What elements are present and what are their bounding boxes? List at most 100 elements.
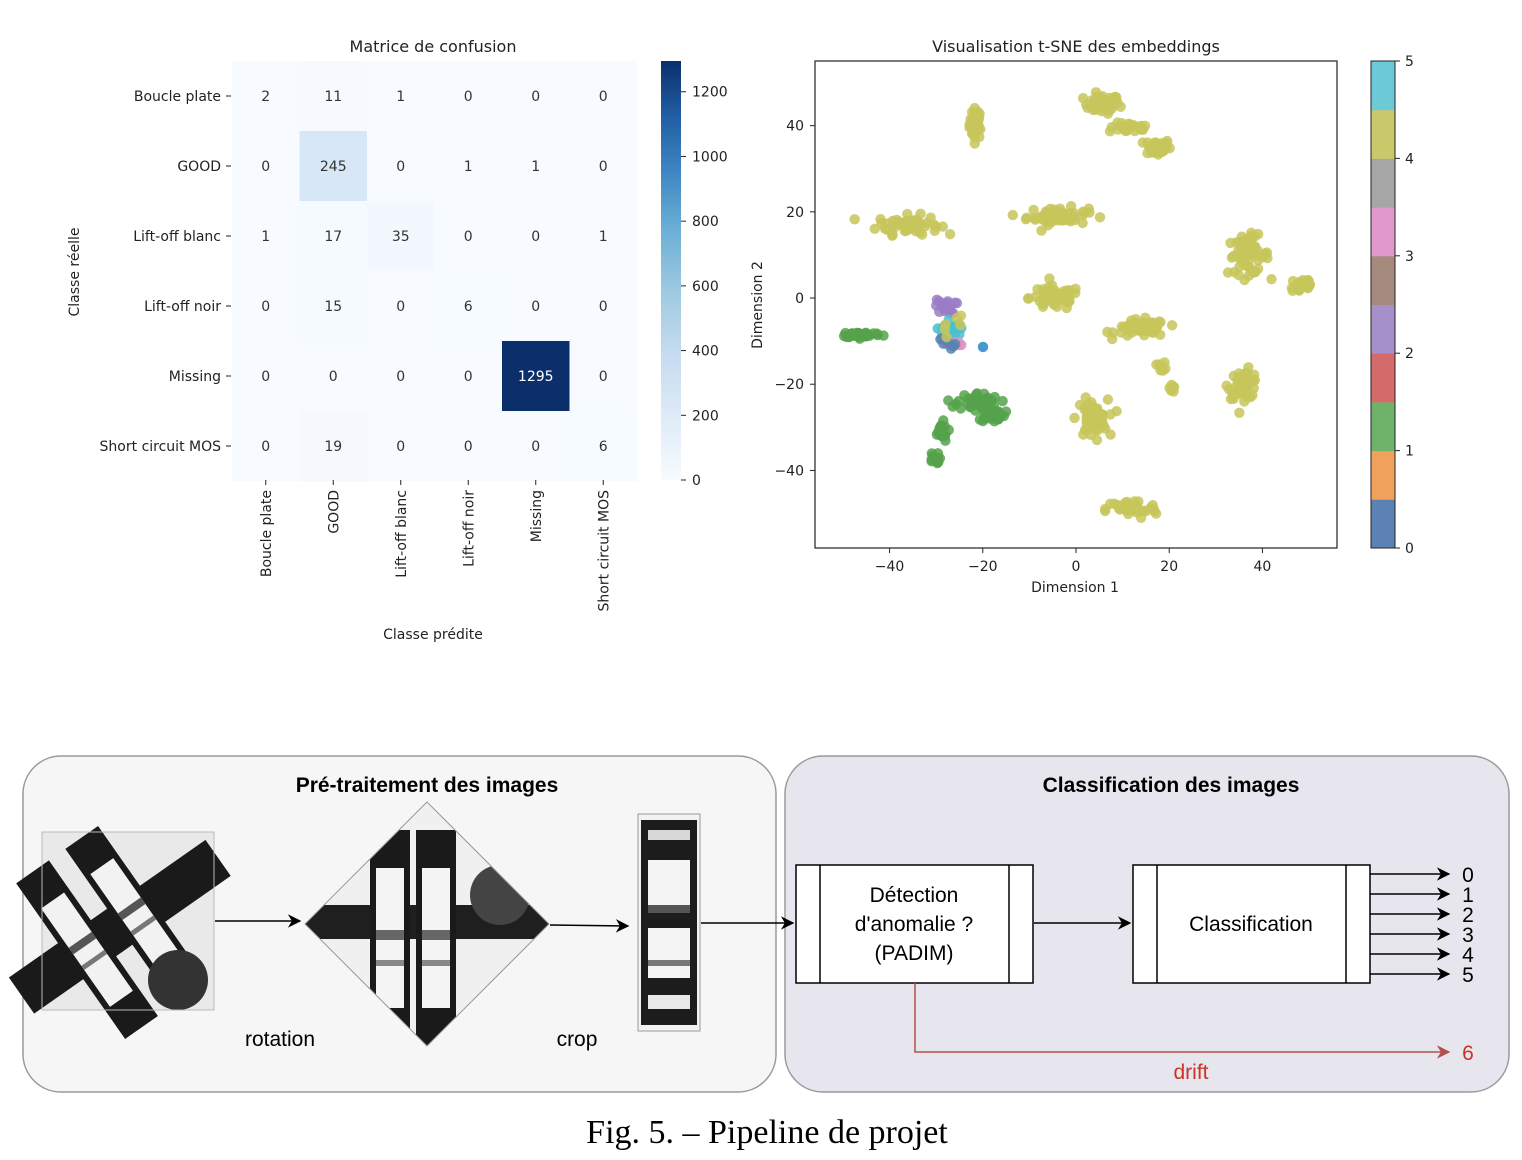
cropped-chip-image [637, 813, 701, 1032]
tsne-point [875, 214, 886, 225]
heatmap-colorbar-ticks: 0 200 400 600 800 1000 1200 [681, 85, 728, 489]
heatmap-cell-value: 0 [531, 299, 540, 315]
tsne-point [944, 306, 955, 318]
heatmap-col-labels: Boucle plate GOOD Lift-off blanc Lift-off n… [259, 480, 612, 611]
heatmap-cells: 2 11 1 0 0 00 245 0 1 1 01 17 35 0 0 10 15 0 6 0 00 0 0 0 1295 00… [232, 61, 638, 482]
tsne-point [936, 420, 947, 431]
heatmap-cell-value: 1 [261, 229, 270, 245]
heatmap-cell [434, 271, 503, 342]
tsne-point [914, 226, 925, 238]
heatmap-cell [569, 201, 638, 272]
tsne-point [1252, 255, 1264, 266]
heatmap-cell-value: 245 [320, 159, 347, 175]
tsne-y-tick-label: 0 [795, 291, 804, 307]
tsne-x-tick-label: −20 [968, 559, 998, 575]
tsne-point [1007, 209, 1018, 221]
tsne-point [915, 208, 926, 219]
heatmap-colorbar [661, 61, 681, 480]
heatmap-cell-value: 0 [396, 439, 405, 455]
tsne-point [940, 319, 951, 330]
tsne-point [964, 118, 975, 130]
tsne-point [934, 306, 945, 317]
heatmap-cell [299, 271, 368, 342]
tsne-point [1118, 121, 1129, 132]
tsne-colorbar-bin [1371, 61, 1395, 111]
tsne-colorbar-bin [1371, 158, 1395, 208]
rotated-chip-image [304, 801, 550, 1047]
tsne-point [1153, 141, 1165, 152]
tsne-point [940, 435, 951, 446]
drift-output-label: 6 [1462, 1042, 1474, 1065]
tsne-points [838, 87, 1316, 523]
heatmap-cell-value: 0 [531, 229, 540, 245]
tsne-colorbar-ticks: 0 1 2 3 4 5 [1395, 54, 1414, 557]
heatmap-cell [367, 201, 435, 272]
heatmap-cell [569, 61, 638, 132]
tsne-point [1261, 247, 1273, 258]
heatmap-cell [434, 201, 503, 272]
tsne-point [1091, 91, 1102, 103]
tsne-point [1084, 423, 1095, 434]
tsne-point [1097, 415, 1108, 427]
tsne-point [1137, 318, 1149, 329]
heatmap-cell-value: 1 [599, 229, 608, 245]
heatmap-colorbar-tick-label: 400 [692, 344, 719, 360]
original-chip-image [8, 825, 231, 1039]
heatmap-cell [502, 61, 570, 132]
tsne-colorbar-bin [1371, 109, 1395, 159]
heatmap-cell [434, 61, 503, 132]
heatmap-col-label: Missing [529, 490, 545, 542]
heatmap-cell-value: 0 [261, 369, 270, 385]
heatmap-cell [299, 61, 368, 132]
heatmap-cell [434, 131, 503, 202]
heatmap-cell-value: 15 [324, 299, 342, 315]
heatmap-colorbar-tick-label: 1200 [692, 85, 728, 101]
heatmap-cell [232, 271, 300, 342]
heatmap-cell-value: 0 [464, 369, 473, 385]
heatmap-cell [502, 201, 570, 272]
heatmap-cell [232, 341, 300, 412]
heatmap-cell-value: 0 [261, 159, 270, 175]
tsne-point [1095, 101, 1106, 112]
heatmap-row-label: Lift-off noir [144, 299, 221, 315]
tsne-point [1102, 394, 1114, 405]
tsne-point [966, 106, 978, 118]
tsne-x-ticks: −40 −20 0 20 40 [875, 548, 1271, 575]
tsne-point [1146, 147, 1157, 158]
heatmap-cell-value: 0 [599, 369, 608, 385]
classification-process-box: Classification [1132, 864, 1371, 984]
tsne-x-tick-label: 0 [1072, 559, 1081, 575]
heatmap-cell [367, 271, 435, 342]
classification-box-label: Classification [1189, 913, 1313, 936]
tsne-point [1079, 404, 1090, 415]
tsne-point [1166, 320, 1178, 331]
heatmap-cell-value: 0 [329, 369, 338, 385]
heatmap-cell-value: 0 [396, 299, 405, 315]
heatmap-cell [299, 411, 368, 482]
tsne-point [1070, 287, 1081, 299]
heatmap-col-label: GOOD [326, 490, 342, 534]
tsne-point [1113, 503, 1125, 514]
tsne-colorbar-tick-label: 2 [1405, 346, 1414, 362]
heatmap-cell [502, 271, 570, 342]
heatmap-colorbar-tick-label: 600 [692, 279, 719, 295]
tsne-point [933, 456, 944, 468]
tsne-point [955, 403, 966, 414]
tsne-point [1028, 204, 1039, 216]
tsne-colorbar-bin [1371, 255, 1395, 305]
heatmap-cell [569, 271, 638, 342]
tsne-x-tick-label: −40 [875, 559, 905, 575]
tsne-point [997, 395, 1008, 407]
heatmap-cell [232, 201, 300, 272]
tsne-point [1036, 211, 1047, 222]
heatmap-row-labels: Boucle plate GOOD Lift-off blanc Lift-off n… [100, 89, 231, 455]
heatmap-cell [502, 341, 570, 412]
tsne-point [1077, 93, 1089, 104]
heatmap-cell-value: 0 [396, 369, 405, 385]
tsne-point [852, 327, 863, 339]
tsne-point [860, 330, 872, 341]
heatmap-cell-value: 1 [464, 159, 473, 175]
heatmap-cell [434, 411, 503, 482]
